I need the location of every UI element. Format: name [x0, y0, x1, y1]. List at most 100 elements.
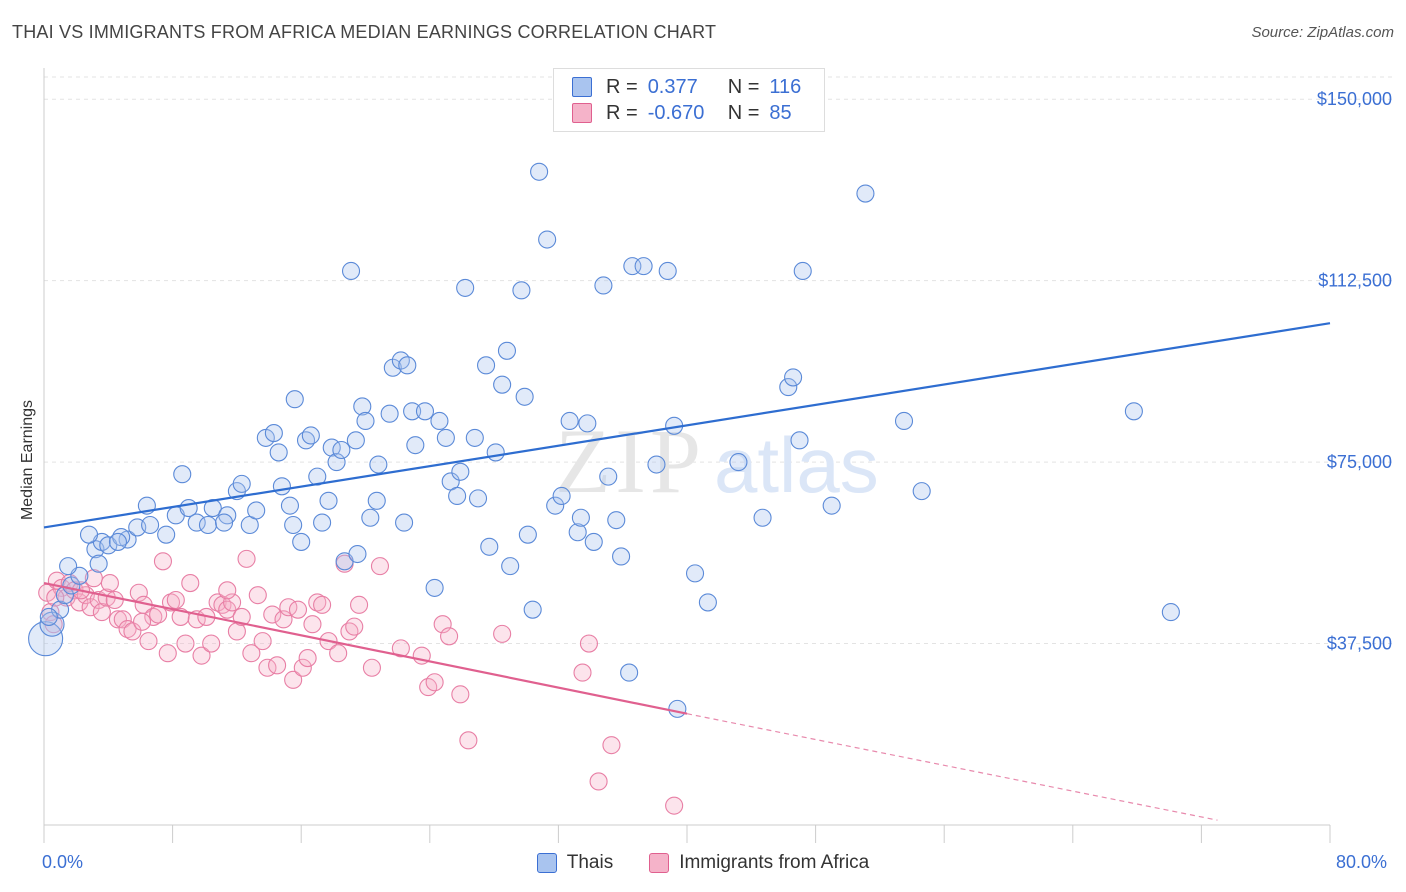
- point-immigrants: [425, 673, 444, 692]
- point-thais: [568, 523, 587, 542]
- series-swatch-immigrants: [649, 853, 670, 873]
- point-immigrants: [589, 772, 608, 791]
- series-legend: Thais Immigrants from Africa: [0, 852, 1406, 874]
- point-immigrants: [274, 610, 293, 629]
- point-thais: [784, 368, 803, 387]
- legend-r-label: R =: [606, 75, 638, 98]
- point-thais: [157, 525, 176, 544]
- x-tick-max: 80.0%: [1336, 852, 1388, 872]
- point-immigrants: [158, 644, 177, 663]
- point-thais: [822, 496, 841, 515]
- point-immigrants: [176, 634, 195, 653]
- point-thais: [232, 474, 251, 493]
- point-immigrants: [253, 632, 272, 651]
- point-thais: [406, 436, 425, 455]
- point-thais: [341, 261, 361, 281]
- point-thais: [198, 515, 218, 535]
- series-thais-points: [28, 162, 1180, 718]
- series-swatch-thais: [536, 853, 557, 873]
- legend-swatch-immigrants: [572, 103, 592, 123]
- point-thais: [518, 525, 537, 544]
- point-immigrants: [350, 595, 369, 614]
- point-thais: [1161, 603, 1180, 622]
- point-immigrants: [329, 644, 348, 663]
- point-thais: [779, 378, 798, 397]
- point-immigrants: [308, 593, 327, 612]
- point-immigrants: [293, 658, 312, 677]
- point-immigrants: [223, 593, 242, 612]
- point-thais: [415, 402, 435, 421]
- point-thais: [578, 414, 597, 433]
- point-thais: [89, 554, 108, 573]
- legend-n-value: 116: [769, 75, 802, 98]
- point-thais: [353, 397, 372, 416]
- point-thais: [523, 600, 542, 619]
- point-thais: [112, 528, 131, 547]
- point-immigrants: [166, 590, 185, 610]
- point-thais: [501, 557, 520, 576]
- point-immigrants: [232, 607, 251, 626]
- point-immigrants: [105, 590, 124, 610]
- point-immigrants: [237, 549, 256, 568]
- chart-source: Source: ZipAtlas.com: [1251, 24, 1394, 41]
- point-thais: [468, 489, 488, 508]
- point-thais: [264, 424, 283, 443]
- point-thais: [39, 607, 58, 626]
- point-immigrants: [298, 649, 317, 668]
- point-thais: [753, 508, 772, 527]
- point-immigrants: [340, 622, 359, 641]
- point-thais: [51, 600, 70, 619]
- point-thais: [436, 428, 455, 447]
- point-immigrants: [218, 581, 237, 600]
- point-immigrants: [144, 607, 163, 626]
- point-thais: [599, 467, 618, 486]
- point-thais: [361, 508, 380, 527]
- point-thais: [398, 356, 417, 375]
- point-thais: [292, 532, 311, 551]
- point-thais: [538, 230, 557, 249]
- y-tick-label: $112,500: [1318, 271, 1392, 291]
- point-immigrants: [161, 593, 181, 612]
- point-immigrants: [113, 610, 132, 629]
- point-immigrants: [602, 736, 621, 755]
- point-thais: [395, 513, 414, 532]
- point-thais: [584, 532, 603, 551]
- point-thais: [59, 557, 78, 576]
- point-thais: [685, 564, 705, 583]
- point-immigrants: [123, 622, 142, 641]
- point-thais: [99, 536, 118, 555]
- point-immigrants: [288, 600, 308, 619]
- point-immigrants: [192, 646, 211, 665]
- point-thais: [284, 515, 303, 535]
- point-immigrants: [362, 658, 381, 677]
- point-thais: [698, 593, 717, 612]
- point-thais: [620, 663, 639, 682]
- point-thais: [348, 544, 367, 564]
- point-thais: [456, 278, 475, 297]
- point-thais: [856, 184, 875, 203]
- y-tick-label: $37,500: [1327, 634, 1392, 654]
- point-thais: [272, 477, 291, 496]
- point-thais: [594, 276, 613, 295]
- point-thais: [448, 486, 467, 506]
- point-thais: [141, 515, 160, 535]
- point-immigrants: [370, 557, 390, 576]
- legend-n-label: N =: [727, 101, 760, 124]
- legend-n-label: N =: [727, 75, 760, 98]
- legend-n-value: 85: [769, 101, 792, 124]
- y-tick-labels: $150,000 $112,500 $75,000 $37,500: [1317, 89, 1392, 653]
- legend-r-value: 0.377: [647, 75, 698, 98]
- point-thais: [493, 375, 512, 394]
- series-legend-immigrants[interactable]: Immigrants from Africa: [649, 852, 869, 874]
- trend-lines: [43, 322, 1331, 821]
- point-immigrants: [313, 595, 332, 614]
- point-thais: [28, 621, 64, 657]
- point-immigrants: [451, 685, 470, 704]
- point-immigrants: [573, 663, 592, 682]
- point-thais: [173, 465, 192, 484]
- series-legend-thais[interactable]: Thais: [536, 852, 613, 874]
- point-thais: [497, 341, 517, 360]
- trend-line-thais: [43, 322, 1331, 529]
- point-immigrants: [665, 796, 684, 815]
- point-thais: [477, 356, 496, 375]
